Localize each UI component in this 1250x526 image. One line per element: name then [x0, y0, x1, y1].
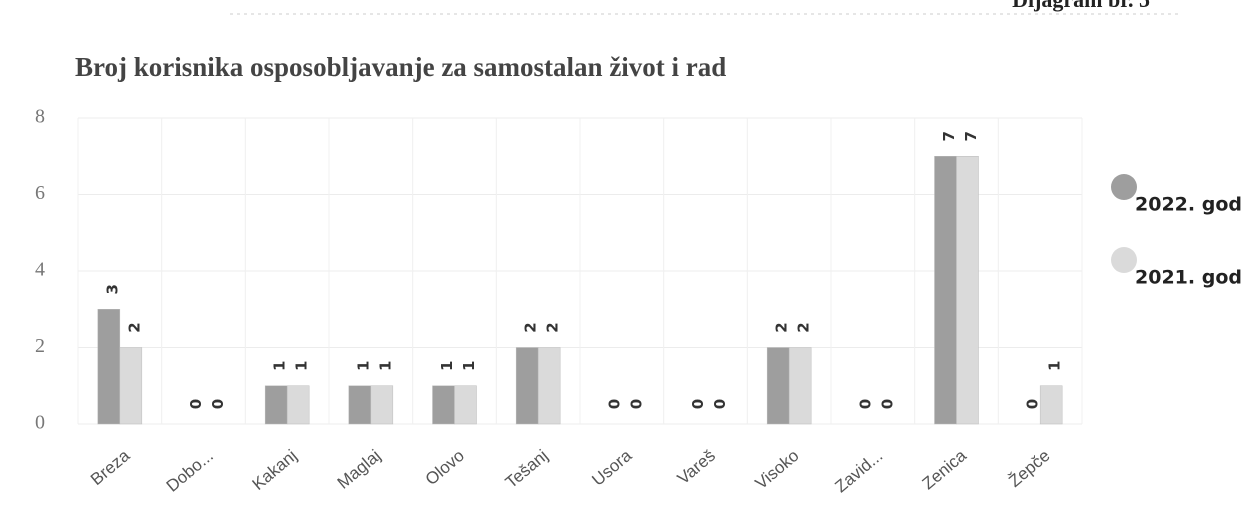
data-label: 0	[627, 399, 645, 409]
bar	[934, 156, 957, 425]
legend-label: 2022. god	[1135, 194, 1242, 216]
chart-title: Broj korisnika osposobljavanje za samost…	[75, 52, 726, 82]
data-label: 7	[962, 131, 980, 141]
bar	[370, 385, 394, 425]
x-tick-label: Olovo	[422, 446, 468, 489]
bar	[454, 385, 477, 425]
data-label: 0	[1024, 399, 1042, 409]
x-tick-label: Vareš	[674, 446, 719, 488]
y-tick-label: 6	[35, 182, 45, 204]
x-tick-label: Žepče	[1005, 446, 1053, 491]
bar	[432, 385, 455, 425]
x-tick-label: Kakanj	[249, 446, 301, 494]
data-label: 1	[354, 361, 372, 371]
data-label: 0	[856, 399, 874, 409]
bar	[264, 385, 288, 425]
data-label: 1	[460, 361, 478, 371]
data-label: 2	[544, 322, 562, 332]
x-tick-label: Maglaj	[334, 446, 385, 493]
data-label: 3	[103, 284, 121, 294]
data-label: 0	[187, 399, 205, 409]
bar	[766, 347, 790, 425]
legend-label: 2021. god	[1135, 267, 1242, 289]
x-tick-label: Dobo...	[163, 446, 217, 496]
data-label: 1	[376, 361, 394, 371]
bar	[97, 309, 121, 425]
data-label: 0	[689, 399, 707, 409]
data-label: 0	[209, 399, 227, 409]
bar	[286, 385, 310, 425]
x-tick-label: Zenica	[919, 446, 971, 494]
bar	[348, 385, 372, 425]
data-label: 1	[271, 361, 289, 371]
data-label: 7	[940, 131, 958, 141]
data-label: 1	[293, 361, 311, 371]
x-tick-label: Zavid...	[831, 446, 886, 496]
x-tick-label: Visoko	[752, 446, 803, 493]
bar	[788, 347, 812, 425]
x-tick-label: Tešanj	[502, 446, 552, 492]
data-label: 0	[605, 399, 623, 409]
data-label: 2	[125, 322, 143, 332]
x-tick-label: Breza	[87, 446, 134, 489]
legend-swatch	[1111, 174, 1137, 200]
data-label: 1	[438, 361, 456, 371]
data-label: 2	[522, 322, 540, 332]
data-label: 0	[878, 399, 896, 409]
bar	[1039, 385, 1063, 425]
data-label: 2	[773, 322, 791, 332]
y-tick-label: 2	[35, 335, 45, 357]
bar	[537, 347, 561, 425]
bar	[119, 347, 143, 425]
bar	[515, 347, 539, 425]
x-tick-label: Usora	[588, 446, 635, 490]
y-tick-label: 0	[35, 412, 45, 434]
page-header: Dijagram br. 5	[1012, 0, 1150, 12]
y-tick-label: 8	[35, 106, 45, 128]
data-label: 1	[1046, 361, 1064, 371]
data-label: 0	[711, 399, 729, 409]
data-label: 2	[795, 322, 813, 332]
bar	[956, 156, 979, 425]
y-tick-label: 4	[35, 259, 45, 281]
legend-swatch	[1111, 247, 1137, 273]
